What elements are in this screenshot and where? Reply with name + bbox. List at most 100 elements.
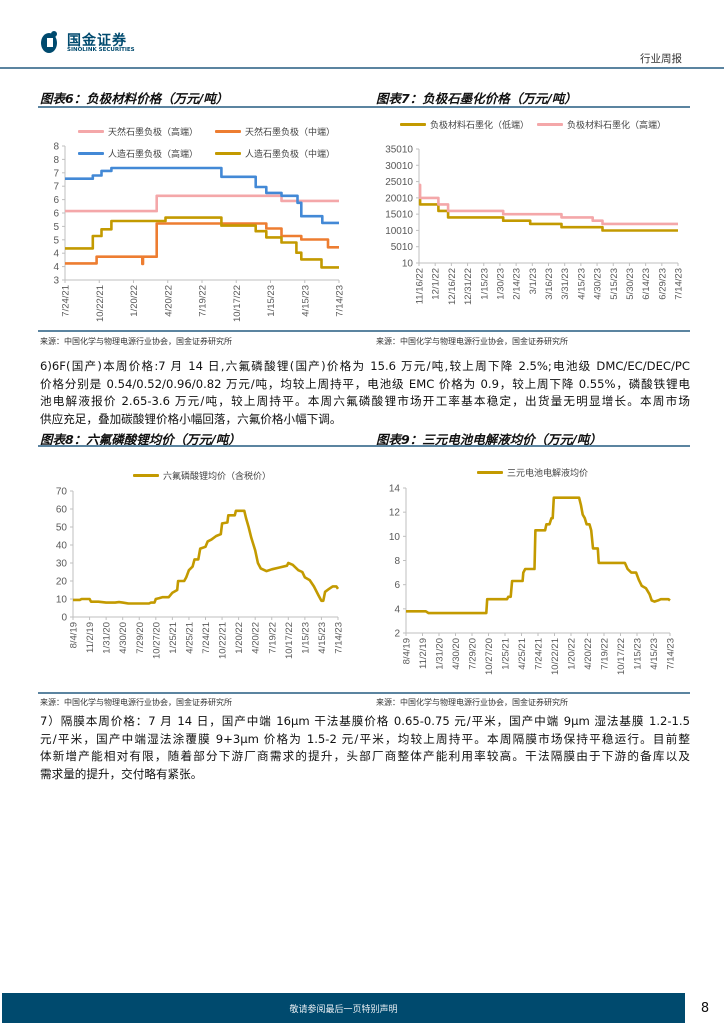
x-tick-label: 10/27/20 (151, 622, 162, 659)
figure-7-rule (362, 106, 690, 108)
x-tick-label: 7/19/22 (198, 285, 209, 317)
series-line-1 (65, 194, 339, 213)
x-tick-label: 8/4/19 (69, 622, 80, 648)
report-type: 行业周报 (640, 53, 682, 65)
legend-item: 六氟磷酸锂均价（含税价） (133, 469, 271, 482)
x-tick-label: 10/27/20 (484, 638, 495, 675)
x-tick-label: 1/20/22 (129, 285, 140, 317)
y-tick-label: 35010 (385, 145, 413, 156)
y-tick-label: 4 (53, 249, 59, 260)
y-tick-label: 10 (56, 595, 68, 606)
x-tick-label: 4/30/23 (593, 268, 604, 300)
legend-item: 负极材料石墨化（低端） (400, 118, 529, 131)
paragraph-electrolyte: 6)6F(国产)本周价格:7 月 14 日,六氟磷酸锂(国产)价格为 15.6 … (40, 358, 690, 428)
legend-label: 人造石墨负极（中端） (245, 150, 336, 160)
logo: 国金证券 SINOLINK SECURITIES (40, 30, 140, 54)
y-tick-label: 40 (56, 541, 68, 552)
source-rule (38, 330, 690, 332)
x-tick-label: 7/14/23 (334, 622, 345, 654)
x-tick-label: 10/22/21 (95, 285, 106, 322)
y-tick-label: 4 (53, 262, 59, 273)
x-tick-label: 1/30/23 (495, 268, 506, 300)
x-tick-label: 1/20/22 (567, 638, 578, 670)
y-tick-label: 8 (394, 556, 400, 567)
y-tick-label: 15010 (385, 210, 413, 221)
y-tick-label: 50 (56, 523, 68, 534)
x-tick-label: 5/15/23 (609, 268, 620, 300)
x-tick-label: 7/19/22 (267, 622, 278, 654)
legend-label: 天然石墨负极（高端） (108, 128, 199, 138)
legend-item: 人造石墨负极（高端） (78, 147, 198, 160)
legend-swatch (78, 130, 104, 133)
legend-item: 负极材料石墨化（高端） (537, 118, 666, 131)
legend-label: 人造石墨负极（高端） (108, 150, 199, 160)
paragraph-line: 需求量的提升，交付略有紧张。 (40, 766, 203, 781)
chart-6: 3 4 4 5 5 6 6 7 7 8 8 7/24/21 10/22/21 1/20/22 4/20/22… (53, 142, 345, 322)
legend-swatch (477, 471, 503, 474)
legend-swatch (215, 130, 241, 133)
series-line-1 (418, 198, 678, 232)
y-tick-label: 70 (56, 487, 68, 498)
x-tick-label: 11/2/19 (418, 638, 429, 669)
legend-swatch (215, 152, 241, 155)
source-rule (38, 692, 690, 694)
series-line-4 (65, 216, 339, 269)
y-tick-label: 5 (53, 222, 59, 233)
legend-item: 天然石墨负极（中端） (215, 125, 335, 138)
series-line-2 (65, 222, 339, 266)
chart-9: 2 4 6 8 10 12 14 8/4/19 11/2/19 1/31/20 4/30/20 7/2… (389, 484, 677, 675)
x-tick-label: 1/31/20 (102, 622, 113, 654)
paragraph-separator: 7）隔膜本周价格：7 月 14 日，国产中端 16μm 干法基膜价格 0.65-… (40, 713, 690, 783)
x-tick-label: 10/17/22 (284, 622, 295, 659)
y-tick-label: 30010 (385, 161, 413, 172)
x-tick-label: 4/20/22 (583, 638, 594, 670)
y-tick-label: 6 (53, 195, 59, 206)
header-rule (0, 67, 724, 69)
x-tick-label: 1/15/23 (266, 285, 277, 317)
y-tick-label: 10 (402, 259, 414, 270)
series-line-3 (65, 166, 339, 225)
x-tick-label: 10/17/22 (232, 285, 243, 322)
x-tick-label: 7/24/21 (201, 622, 212, 654)
x-tick-label: 2/14/23 (512, 268, 523, 300)
y-tick-label: 8 (53, 155, 59, 166)
x-tick-label: 12/1/22 (431, 268, 442, 300)
figure-8-title: 图表8：六氟磷酸锂均价（万元/吨） (40, 432, 241, 447)
paragraph-line: 价格分别是 0.54/0.52/0.96/0.82 万元/吨，均较上周持平，电池… (40, 376, 690, 391)
x-tick-label: 10/17/22 (616, 638, 627, 675)
x-tick-label: 4/15/23 (300, 285, 311, 317)
legend-label: 负极材料石墨化（低端） (430, 121, 530, 131)
legend-item: 三元电池电解液均价 (477, 466, 588, 479)
x-tick-label: 1/15/23 (479, 268, 490, 300)
x-tick-label: 10/22/21 (550, 638, 561, 675)
x-tick-label: 4/15/23 (576, 268, 587, 300)
legend-swatch (133, 474, 159, 477)
legend-label: 六氟磷酸锂均价（含税价） (163, 472, 272, 482)
y-tick-label: 5010 (391, 242, 414, 253)
figure-6-title: 图表6：负极材料价格（万元/吨） (40, 91, 229, 106)
x-tick-label: 11/2/19 (85, 622, 96, 653)
x-tick-label: 12/31/22 (463, 268, 474, 305)
x-tick-label: 7/29/20 (135, 622, 146, 654)
legend-swatch (537, 123, 563, 126)
x-tick-label: 1/25/21 (501, 638, 512, 670)
legend-swatch (78, 152, 104, 155)
figure-6-rule (38, 106, 362, 108)
y-tick-label: 30 (56, 559, 68, 570)
paragraph-line: 7）隔膜本周价格：7 月 14 日，国产中端 16μm 干法基膜价格 0.65-… (40, 714, 690, 728)
x-tick-label: 4/20/22 (251, 622, 262, 654)
legend-label: 三元电池电解液均价 (507, 469, 589, 479)
x-tick-label: 1/31/20 (435, 638, 446, 670)
x-tick-label: 7/19/22 (600, 638, 611, 670)
y-tick-label: 2 (394, 629, 400, 640)
legend-label: 负极材料石墨化（高端） (567, 121, 667, 131)
figure-9-source: 来源：中国化学与物理电源行业协会，国金证券研究所 (376, 698, 568, 707)
logo-cn-text: 国金证券 (67, 33, 127, 49)
footer-disclaimer: 敬请参阅最后一页特别声明 (2, 993, 685, 1023)
y-tick-label: 7 (53, 182, 59, 193)
y-tick-label: 10 (389, 532, 401, 543)
x-tick-label: 6/14/23 (641, 268, 652, 300)
figure-9-rule (362, 445, 690, 447)
paragraph-line: 池电解液报价 2.65-3.6 万元/吨，较上周持平。本周六氟磷酸锂市场开工率基… (40, 394, 690, 409)
x-tick-label: 1/15/23 (300, 622, 311, 654)
